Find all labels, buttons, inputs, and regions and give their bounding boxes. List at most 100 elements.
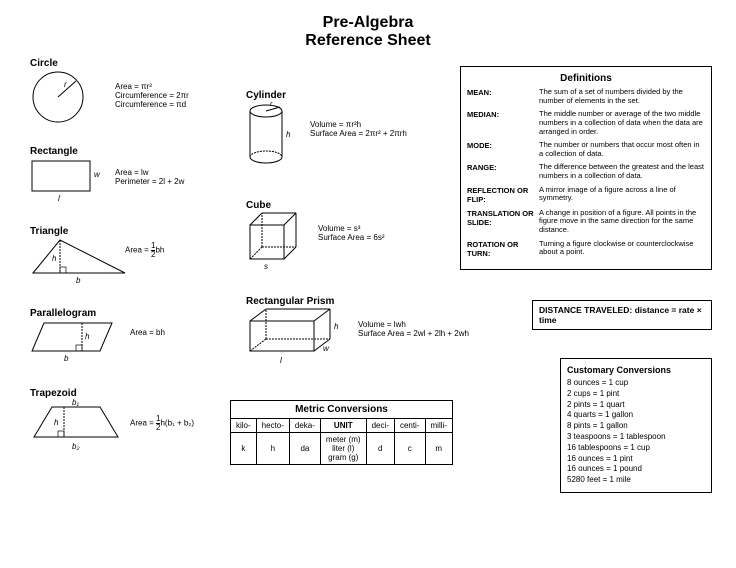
rectangle-formulas: Area = lwPerimeter = 2l + 2w	[115, 168, 184, 186]
prism-header: Rectangular Prism	[246, 296, 344, 307]
definition-row: TRANSLATION OR SLIDE:A change in positio…	[467, 209, 705, 235]
trapezoid-section: Trapezoid h b₁ b₂	[30, 388, 125, 454]
metric-title: Metric Conversions	[231, 401, 453, 419]
metric-table: Metric Conversions kilo-hecto-deka-UNITd…	[230, 400, 453, 465]
metric-cell: da	[289, 433, 320, 465]
cube-diagram: s	[246, 211, 306, 273]
metric-cell: m	[425, 433, 452, 465]
customary-item: 16 ounces = 1 pound	[567, 464, 705, 475]
svg-text:w: w	[323, 344, 330, 353]
customary-item: 4 quarts = 1 gallon	[567, 410, 705, 421]
definition-desc: The difference between the greatest and …	[539, 163, 705, 180]
definition-term: MODE:	[467, 141, 539, 158]
triangle-formula: Area = 12bh	[125, 242, 164, 259]
definition-row: MEDIAN:The middle number or average of t…	[467, 110, 705, 136]
svg-text:h: h	[52, 254, 57, 263]
metric-cell: k	[231, 433, 257, 465]
definition-row: ROTATION OR TURN:Turning a figure clockw…	[467, 240, 705, 258]
triangle-section: Triangle hb	[30, 226, 130, 287]
definition-desc: The sum of a set of numbers divided by t…	[539, 88, 705, 105]
definition-desc: Turning a figure clockwise or counterclo…	[539, 240, 705, 258]
prism-diagram: h w l	[246, 307, 344, 369]
svg-text:r: r	[270, 101, 273, 108]
svg-text:h: h	[334, 322, 339, 331]
metric-cell: d	[366, 433, 394, 465]
distance-box: DISTANCE TRAVELED: distance = rate × tim…	[532, 300, 712, 330]
metric-header-cell: deka-	[289, 419, 320, 433]
definition-term: MEDIAN:	[467, 110, 539, 136]
triangle-header: Triangle	[30, 226, 130, 237]
definitions-title: Definitions	[467, 73, 705, 84]
metric-cell: meter (m) liter (l) gram (g)	[320, 433, 366, 465]
metric-header-cell: centi-	[394, 419, 425, 433]
metric-cell: h	[256, 433, 289, 465]
customary-item: 2 cups = 1 pint	[567, 389, 705, 400]
rectangle-diagram: lw	[30, 157, 102, 205]
metric-section: Metric Conversions kilo-hecto-deka-UNITd…	[230, 400, 453, 465]
definition-term: MEAN:	[467, 88, 539, 105]
circle-formulas: Area = πr²Circumference = 2πrCircumferen…	[115, 82, 189, 109]
rectangle-header: Rectangle	[30, 146, 102, 157]
triangle-diagram: hb	[30, 237, 130, 287]
svg-text:r: r	[64, 80, 67, 89]
metric-cell: c	[394, 433, 425, 465]
definition-desc: A mirror image of a figure across a line…	[539, 186, 705, 204]
customary-item: 8 pints = 1 gallon	[567, 421, 705, 432]
cube-section: Cube s	[246, 200, 306, 273]
metric-header-cell: deci-	[366, 419, 394, 433]
definition-desc: The number or numbers that occur most of…	[539, 141, 705, 158]
svg-text:h: h	[54, 418, 59, 427]
metric-header-cell: kilo-	[231, 419, 257, 433]
svg-text:l: l	[280, 356, 282, 365]
customary-title: Customary Conversions	[567, 365, 705, 375]
customary-item: 5280 feet = 1 mile	[567, 475, 705, 486]
definition-row: MEAN:The sum of a set of numbers divided…	[467, 88, 705, 105]
definition-term: TRANSLATION OR SLIDE:	[467, 209, 539, 235]
definition-desc: A change in position of a figure. All po…	[539, 209, 705, 235]
trapezoid-header: Trapezoid	[30, 388, 125, 399]
svg-text:b: b	[76, 276, 81, 285]
circle-section: Circle r	[30, 58, 86, 125]
cylinder-header: Cylinder	[246, 90, 294, 101]
svg-text:b₂: b₂	[72, 442, 80, 451]
definition-desc: The middle number or average of the two …	[539, 110, 705, 136]
parallelogram-section: Parallelogram hb	[30, 308, 120, 367]
definition-row: RANGE:The difference between the greates…	[467, 163, 705, 180]
metric-header-cell: milli-	[425, 419, 452, 433]
definition-term: REFLECTION OR FLIP:	[467, 186, 539, 204]
prism-formulas: Volume = lwhSurface Area = 2wl + 2lh + 2…	[358, 320, 469, 338]
svg-text:b₁: b₁	[72, 399, 79, 407]
customary-item: 16 tablespoons = 1 cup	[567, 443, 705, 454]
definition-term: ROTATION OR TURN:	[467, 240, 539, 258]
customary-item: 2 pints = 1 quart	[567, 400, 705, 411]
circle-diagram: r	[30, 69, 86, 125]
cube-header: Cube	[246, 200, 306, 211]
cylinder-formulas: Volume = πr²hSurface Area = 2πr² + 2πrh	[310, 120, 407, 138]
svg-text:b: b	[64, 354, 69, 363]
prism-section: Rectangular Prism h w l	[246, 296, 344, 369]
parallelogram-diagram: hb	[30, 319, 120, 367]
svg-text:h: h	[85, 332, 90, 341]
svg-text:w: w	[94, 170, 101, 179]
definition-row: MODE:The number or numbers that occur mo…	[467, 141, 705, 158]
definitions-box: Definitions MEAN:The sum of a set of num…	[460, 66, 712, 270]
customary-item: 3 teaspoons = 1 tablespoon	[567, 432, 705, 443]
parallelogram-header: Parallelogram	[30, 308, 120, 319]
metric-header-cell: UNIT	[320, 419, 366, 433]
trapezoid-diagram: h b₁ b₂	[30, 399, 125, 454]
svg-text:s: s	[264, 262, 268, 271]
rectangle-section: Rectangle lw	[30, 146, 102, 205]
cylinder-diagram: rh	[246, 101, 294, 173]
svg-text:h: h	[286, 130, 291, 139]
definition-term: RANGE:	[467, 163, 539, 180]
customary-box: Customary Conversions 8 ounces = 1 cup2 …	[560, 358, 712, 493]
customary-item: 8 ounces = 1 cup	[567, 378, 705, 389]
circle-header: Circle	[30, 58, 86, 69]
customary-item: 16 ounces = 1 pint	[567, 454, 705, 465]
parallelogram-formula: Area = bh	[130, 328, 165, 337]
svg-text:l: l	[58, 194, 60, 203]
cylinder-section: Cylinder rh	[246, 90, 294, 173]
trapezoid-formula: Area = 12h(b₁ + b₂)	[130, 415, 194, 432]
cube-formulas: Volume = s³Surface Area = 6s²	[318, 224, 384, 242]
definition-row: REFLECTION OR FLIP:A mirror image of a f…	[467, 186, 705, 204]
